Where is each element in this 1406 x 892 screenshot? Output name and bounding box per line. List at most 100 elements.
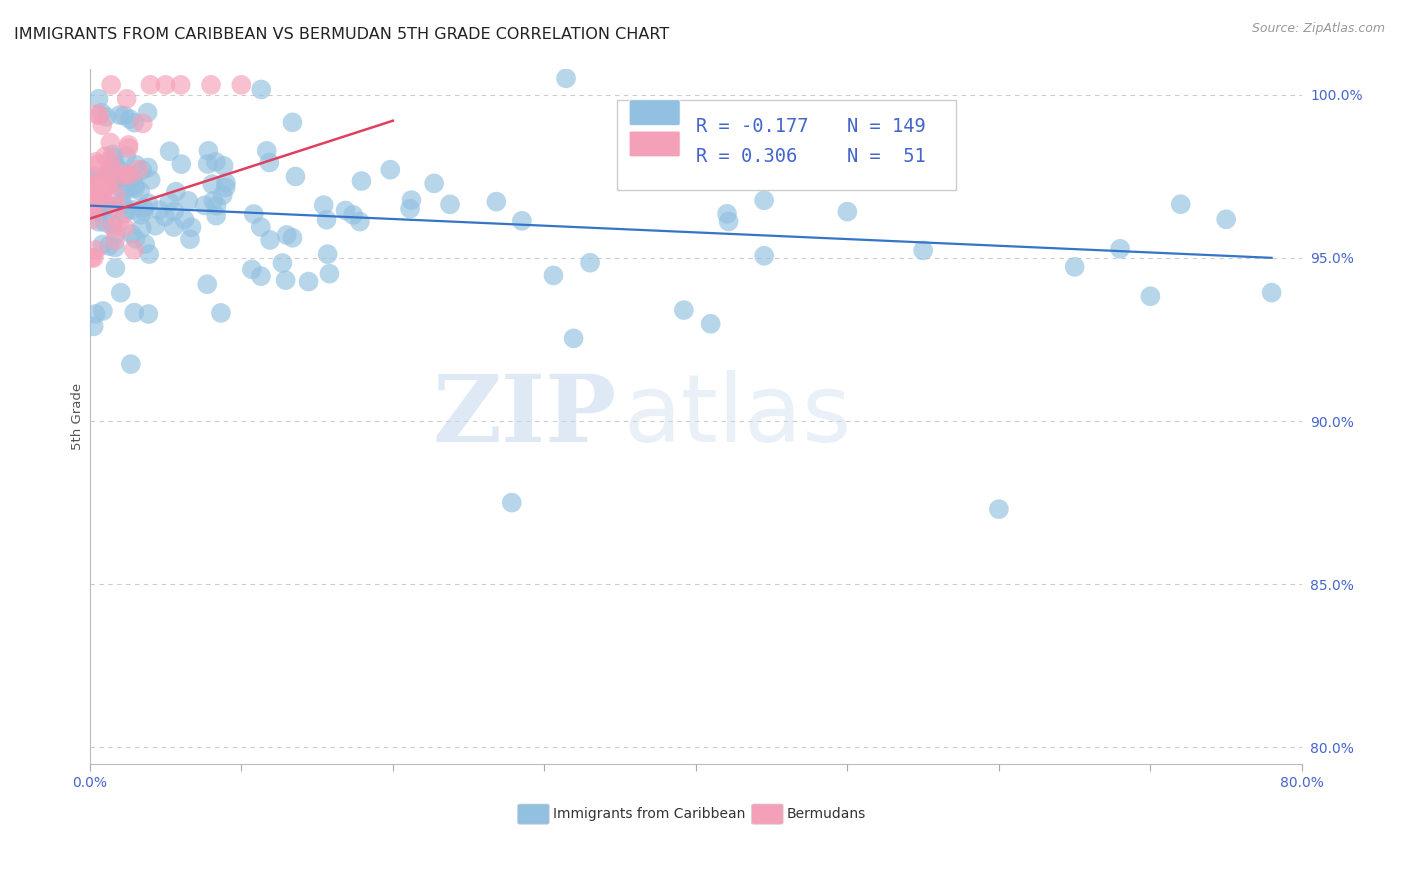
- Text: ZIP: ZIP: [433, 371, 617, 461]
- Point: [139, 78, 162, 92]
- Point: [399, 202, 422, 216]
- Point: [96, 178, 118, 192]
- Point: [108, 108, 131, 122]
- Point: [104, 261, 127, 276]
- Text: atlas: atlas: [623, 370, 852, 462]
- Point: [157, 194, 180, 209]
- Point: [103, 151, 125, 165]
- Point: [201, 177, 224, 191]
- Point: [510, 214, 533, 228]
- Point: [127, 162, 149, 177]
- Point: [122, 305, 145, 319]
- Point: [117, 168, 139, 182]
- Point: [115, 92, 138, 106]
- Text: Bermudans: Bermudans: [787, 806, 866, 821]
- Point: [423, 177, 446, 191]
- Point: [987, 502, 1010, 516]
- Point: [114, 184, 136, 198]
- Point: [83, 319, 105, 334]
- Point: [105, 227, 128, 241]
- Point: [501, 495, 523, 509]
- Point: [297, 275, 319, 289]
- Point: [91, 118, 114, 132]
- Point: [124, 178, 146, 193]
- Point: [114, 168, 136, 182]
- Point: [132, 201, 155, 215]
- Point: [111, 180, 134, 194]
- Point: [84, 196, 107, 211]
- Point: [83, 177, 105, 191]
- Point: [200, 78, 222, 92]
- Point: [111, 168, 134, 182]
- Point: [89, 204, 111, 219]
- Point: [131, 221, 153, 235]
- Point: [112, 206, 135, 220]
- Point: [197, 144, 219, 158]
- Point: [91, 304, 114, 318]
- Point: [108, 215, 131, 229]
- Point: [94, 149, 117, 163]
- Point: [118, 112, 141, 127]
- Point: [1063, 260, 1085, 274]
- Point: [94, 199, 117, 213]
- Text: IMMIGRANTS FROM CARIBBEAN VS BERMUDAN 5TH GRADE CORRELATION CHART: IMMIGRANTS FROM CARIBBEAN VS BERMUDAN 5T…: [14, 27, 669, 42]
- Text: N = 149: N = 149: [848, 117, 927, 136]
- Point: [101, 147, 124, 161]
- Point: [179, 232, 201, 246]
- Point: [699, 317, 721, 331]
- Point: [274, 273, 297, 287]
- Point: [1215, 212, 1237, 227]
- Text: R = 0.306: R = 0.306: [696, 147, 797, 166]
- Point: [138, 247, 160, 261]
- Point: [83, 178, 105, 192]
- Point: [165, 185, 187, 199]
- Point: [103, 171, 125, 186]
- Point: [717, 214, 740, 228]
- Point: [87, 215, 110, 229]
- Point: [259, 233, 281, 247]
- Point: [112, 109, 135, 123]
- Point: [439, 197, 461, 211]
- Point: [638, 127, 661, 141]
- Point: [89, 108, 111, 122]
- Point: [716, 207, 738, 221]
- Point: [90, 105, 112, 120]
- Point: [84, 307, 107, 321]
- Point: [120, 357, 142, 371]
- Point: [177, 194, 200, 208]
- Point: [80, 172, 103, 186]
- Point: [96, 167, 118, 181]
- Point: [543, 268, 565, 283]
- Point: [159, 145, 181, 159]
- Point: [318, 267, 340, 281]
- Point: [380, 162, 402, 177]
- Text: N =  51: N = 51: [848, 147, 927, 166]
- Point: [153, 210, 176, 224]
- Point: [837, 204, 859, 219]
- Point: [555, 71, 578, 86]
- Point: [82, 195, 104, 210]
- Point: [98, 163, 121, 178]
- Point: [118, 168, 141, 182]
- Point: [132, 203, 155, 218]
- Point: [96, 110, 118, 124]
- Point: [136, 196, 159, 211]
- Point: [1109, 242, 1132, 256]
- Point: [86, 203, 108, 218]
- Point: [96, 198, 118, 212]
- Point: [209, 306, 232, 320]
- Point: [672, 303, 695, 318]
- Point: [115, 149, 138, 163]
- Point: [84, 154, 107, 169]
- Point: [138, 307, 160, 321]
- Point: [163, 219, 186, 234]
- Point: [256, 144, 278, 158]
- Point: [121, 227, 143, 241]
- Point: [86, 107, 108, 121]
- Point: [284, 169, 307, 184]
- FancyBboxPatch shape: [630, 100, 681, 126]
- Point: [754, 249, 776, 263]
- Point: [83, 202, 105, 216]
- Point: [129, 184, 152, 198]
- Point: [87, 92, 110, 106]
